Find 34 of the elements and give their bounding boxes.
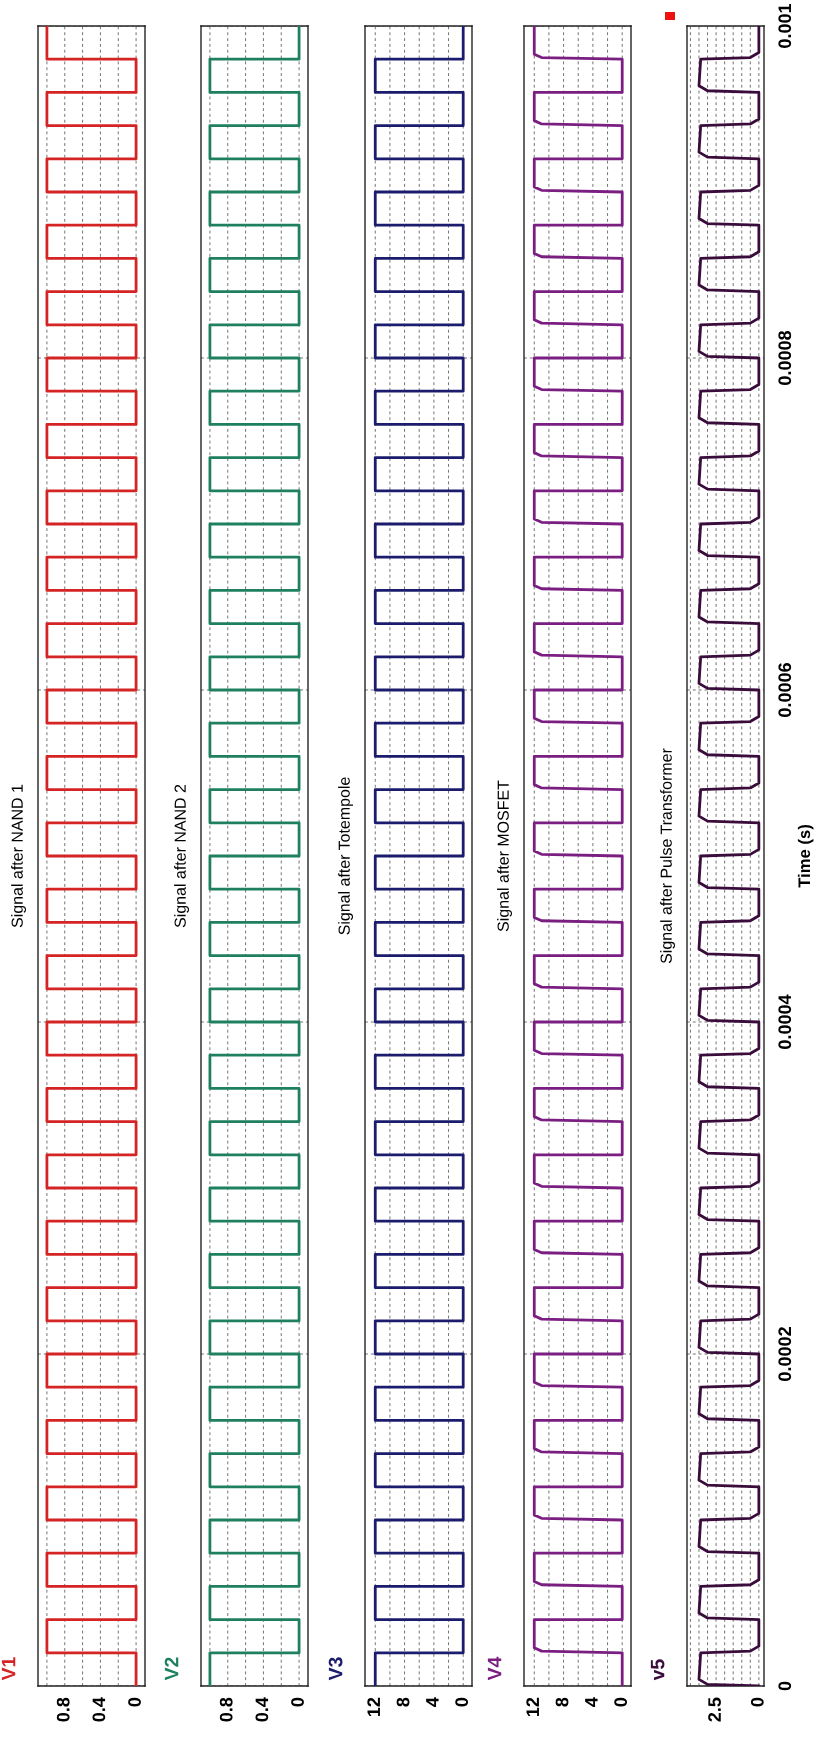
y-axis-title: Time (s) — [797, 825, 814, 888]
text: Signal after Pulse Transformer — [660, 748, 675, 964]
text: Signal after Totempole — [338, 777, 353, 935]
text: V1 — [1, 1657, 16, 1681]
text: V3 — [328, 1657, 343, 1681]
x-tick-label: 0 — [291, 1697, 304, 1707]
x-tick-label: 8 — [555, 1697, 569, 1707]
y-tick-label: 0.001 — [778, 3, 792, 48]
x-tick-label: 12 — [367, 1697, 380, 1717]
x-tick-label: 0.4 — [255, 1697, 269, 1722]
x-tick-label: 2.5 — [708, 1697, 721, 1722]
text: v5 — [650, 1659, 665, 1681]
text: V4 — [487, 1656, 502, 1681]
x-tick-label: 0 — [455, 1697, 469, 1707]
x-tick-label: 8 — [396, 1697, 410, 1707]
x-tick-label: 0.4 — [92, 1697, 106, 1722]
x-tick-label: 4 — [426, 1697, 439, 1707]
text: Signal after NAND 1 — [11, 784, 26, 928]
y-tick-label: 0 — [778, 1681, 792, 1691]
text: Signal after NAND 2 — [174, 784, 189, 928]
x-tick-label: 0 — [128, 1697, 141, 1707]
y-tick-label: 0.0006 — [778, 663, 792, 717]
x-tick-label: 12 — [526, 1697, 539, 1717]
x-tick-label: 0 — [614, 1697, 628, 1707]
y-tick-label: 0.0008 — [778, 330, 792, 385]
line-series — [697, 26, 761, 1686]
text: V2 — [164, 1657, 179, 1681]
x-tick-label: 0 — [750, 1697, 764, 1707]
x-tick-label: 0.8 — [56, 1697, 70, 1722]
x-tick-label: 0.8 — [219, 1697, 233, 1722]
text: Signal after MOSFET — [497, 780, 512, 932]
y-tick-label: 0.0002 — [778, 1327, 792, 1381]
y-tick-label: 0.0004 — [778, 994, 792, 1049]
x-tick-label: 4 — [585, 1697, 598, 1707]
